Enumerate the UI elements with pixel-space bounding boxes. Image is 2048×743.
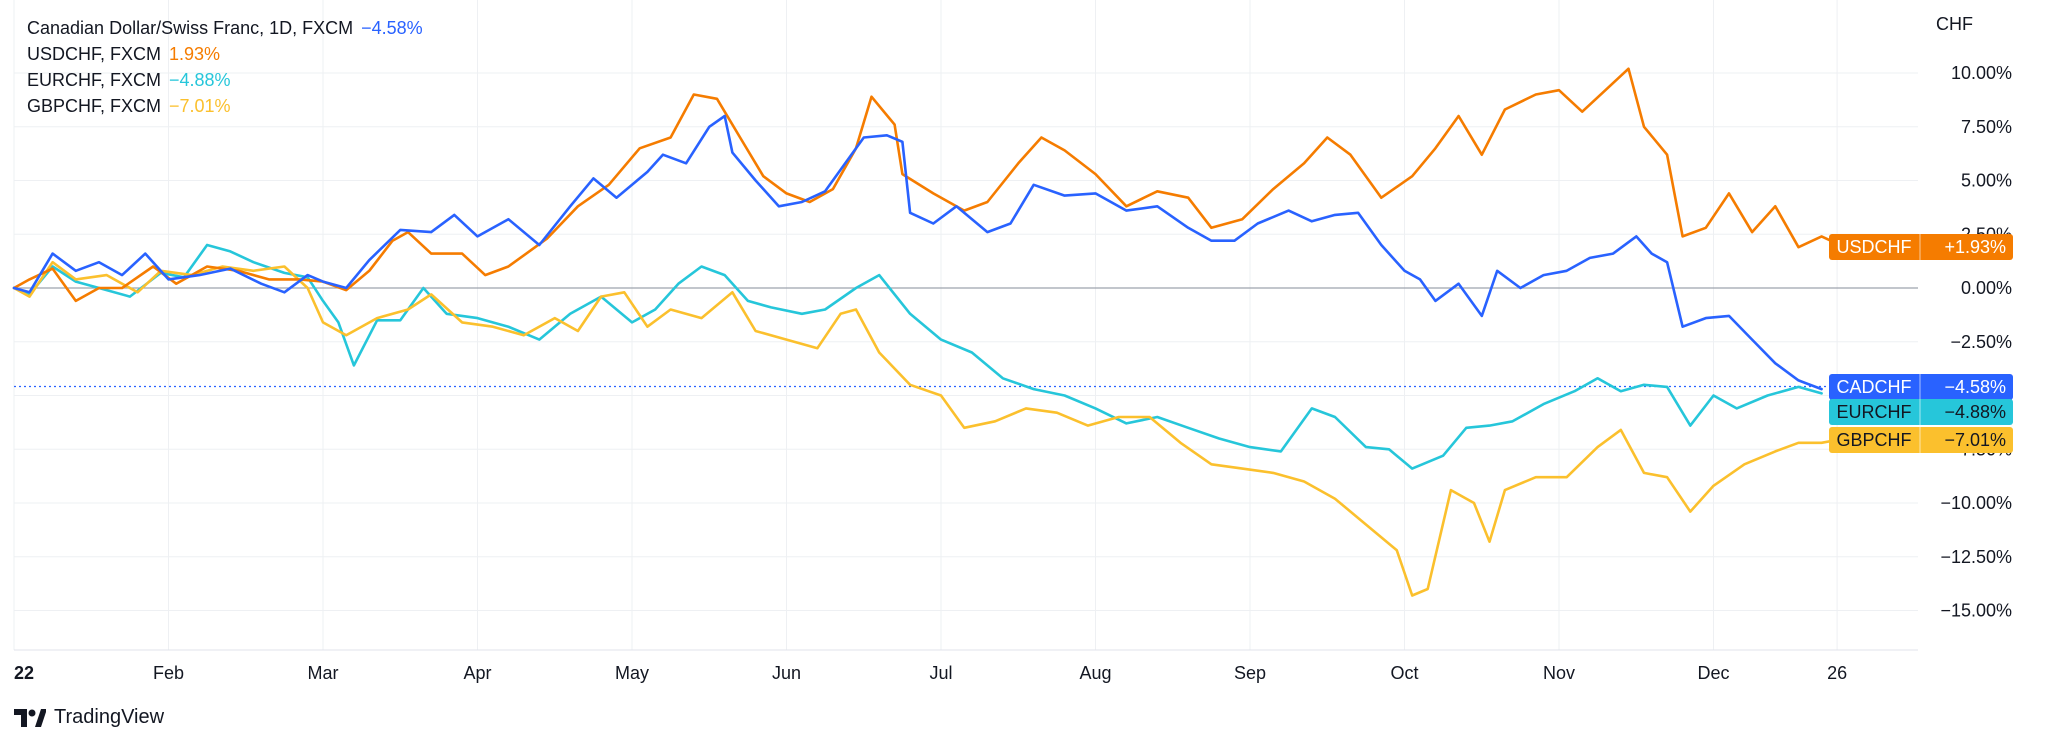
x-tick-label: Nov xyxy=(1543,663,1575,683)
legend-item[interactable]: EURCHF, FXCM −4.88% xyxy=(27,67,423,93)
badge-background xyxy=(1829,427,2013,453)
legend-label: GBPCHF, FXCM xyxy=(27,96,162,116)
price-badge-cadchf: CADCHF −4.58% xyxy=(1829,374,2013,400)
series-line-eurchf[interactable] xyxy=(12,243,1823,470)
y-axis-labels[interactable]: 10.00%7.50%5.00%2.50%0.00%−2.50%−5.00%−7… xyxy=(1940,63,2012,621)
x-tick-label: Sep xyxy=(1234,663,1266,683)
legend-value: −4.58% xyxy=(361,18,423,38)
watermark-text: TradingView xyxy=(54,706,165,728)
legend: Canadian Dollar/Swiss Franc, 1D, FXCM −4.… xyxy=(27,15,423,119)
tradingview-logo-icon xyxy=(14,708,46,727)
legend-item[interactable]: GBPCHF, FXCM −7.01% xyxy=(27,93,423,119)
badge-background xyxy=(1829,374,2013,400)
price-badge-eurchf: EURCHF −4.88% xyxy=(1829,399,2013,425)
x-tick-label: 26 xyxy=(1827,663,1847,683)
price-badges: CADCHF −4.58% USDCHF +1.93% EURCHF −4.88% GBPC… xyxy=(1829,234,2013,453)
price-badge-gbpchf: GBPCHF −7.01% xyxy=(1829,427,2013,453)
y-tick-label: −12.50% xyxy=(1940,547,2012,567)
grid-lines xyxy=(13,0,1918,651)
legend-label: EURCHF, FXCM xyxy=(27,70,161,90)
legend-value: 1.93% xyxy=(169,44,221,64)
legend-item[interactable]: Canadian Dollar/Swiss Franc, 1D, FXCM −4.… xyxy=(27,15,423,41)
y-tick-label: 10.00% xyxy=(1951,63,2012,83)
y-tick-label: 7.50% xyxy=(1961,117,2012,137)
badge-value: −7.01% xyxy=(1944,430,2006,450)
badge-background xyxy=(1829,234,2013,260)
legend-value: −4.88% xyxy=(169,70,231,90)
badge-symbol: USDCHF xyxy=(1837,237,1912,257)
x-tick-label: Jul xyxy=(929,663,952,683)
tradingview-watermark[interactable]: TradingView xyxy=(14,706,164,729)
y-tick-label: −10.00% xyxy=(1940,493,2012,513)
series-line-gbpchf[interactable] xyxy=(12,260,1847,597)
y-tick-label: −15.00% xyxy=(1940,601,2012,621)
y-axis-currency-label: CHF xyxy=(1936,14,1973,34)
x-tick-label: 22 xyxy=(14,663,34,683)
x-tick-label: Jun xyxy=(772,663,801,683)
x-tick-label: May xyxy=(615,663,649,683)
y-tick-label: 5.00% xyxy=(1961,171,2012,191)
x-tick-label: Feb xyxy=(153,663,184,683)
badge-value: +1.93% xyxy=(1944,237,2006,257)
series-line-cadchf[interactable] xyxy=(12,114,1823,391)
badge-value: −4.88% xyxy=(1944,402,2006,422)
badge-symbol: GBPCHF xyxy=(1836,430,1911,450)
x-tick-label: Dec xyxy=(1697,663,1729,683)
price-badge-usdchf: USDCHF +1.93% xyxy=(1829,234,2013,260)
x-tick-label: Aug xyxy=(1079,663,1111,683)
x-tick-label: Apr xyxy=(463,663,491,683)
legend-value: −7.01% xyxy=(169,96,231,116)
legend-label: USDCHF, FXCM xyxy=(27,44,161,64)
x-tick-label: Oct xyxy=(1390,663,1418,683)
legend-item[interactable]: USDCHF, FXCM 1.93% xyxy=(27,41,423,67)
badge-value: −4.58% xyxy=(1944,377,2006,397)
badge-background xyxy=(1829,399,2013,425)
y-tick-label: 0.00% xyxy=(1961,278,2012,298)
legend-label: Canadian Dollar/Swiss Franc, 1D, FXCM xyxy=(27,18,354,38)
y-tick-label: −2.50% xyxy=(1950,332,2012,352)
badge-symbol: EURCHF xyxy=(1837,402,1912,422)
x-tick-label: Mar xyxy=(308,663,339,683)
series-lines xyxy=(12,67,1847,597)
x-axis-labels[interactable]: 22 Feb Mar Apr May Jun Jul Aug Sep Oct Nov Dec 26 xyxy=(14,663,1847,683)
badge-symbol: CADCHF xyxy=(1837,377,1912,397)
